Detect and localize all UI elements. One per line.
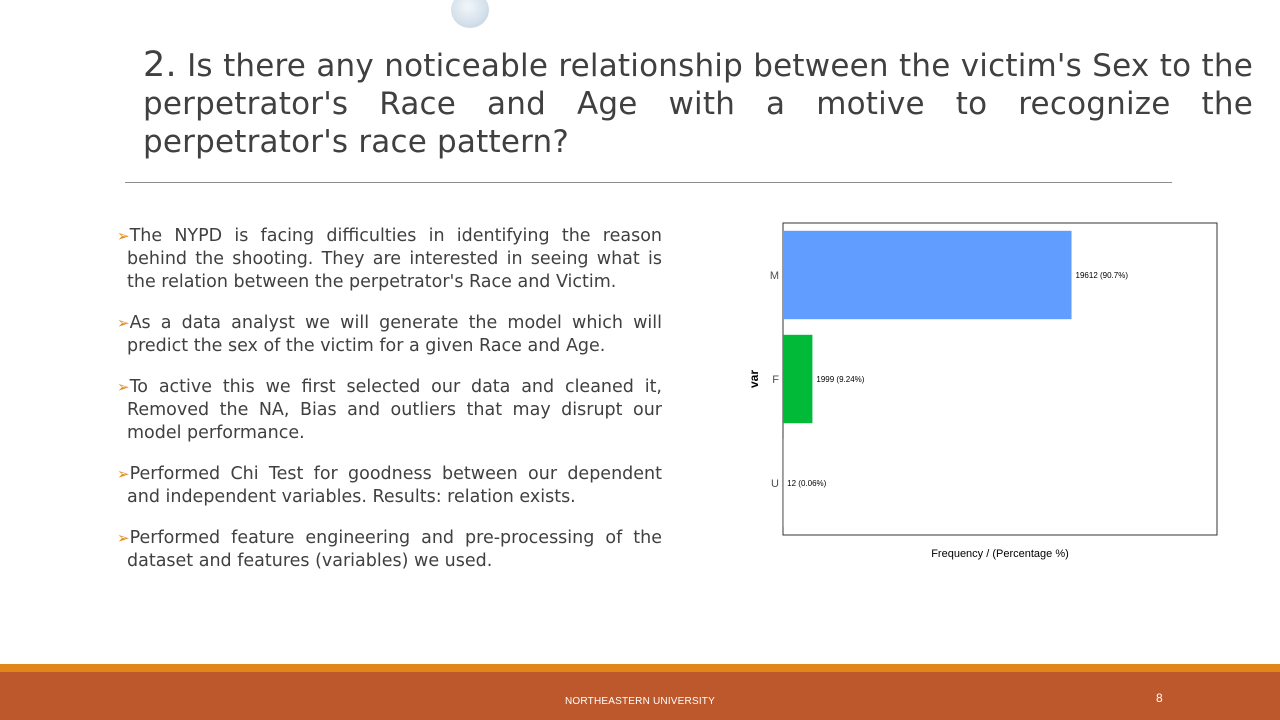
data-label-F: 1999 (9.24%) xyxy=(816,375,864,384)
bullet-item: ➢The NYPD is facing difficulties in iden… xyxy=(117,225,662,294)
footer-bar xyxy=(0,672,1280,720)
decorative-circle xyxy=(451,0,489,28)
y-axis-label: var xyxy=(747,370,761,388)
bullet-text: To active this we first selected our dat… xyxy=(127,377,662,443)
bullet-text: Performed feature engineering and pre-pr… xyxy=(127,528,662,571)
slide-title: 2. Is there any noticeable relationship … xyxy=(143,46,1253,161)
data-label-U: 12 (0.06%) xyxy=(787,479,826,488)
footer-accent-stripe xyxy=(0,664,1280,672)
arrow-bullet-icon: ➢ xyxy=(117,227,130,245)
bullet-item: ➢Performed feature engineering and pre-p… xyxy=(117,527,662,573)
victim-sex-bar-chart: M 19612 (90.7%) F 1999 (9.24%) U 12 (0.06%) v… xyxy=(740,215,1240,570)
y-tick-label-U: U xyxy=(771,478,779,490)
arrow-bullet-icon: ➢ xyxy=(117,314,130,332)
page-number: 8 xyxy=(1156,691,1163,705)
bullet-item: ➢Performed Chi Test for goodness between… xyxy=(117,463,662,509)
y-tick-label-M: M xyxy=(770,270,779,282)
bar-M xyxy=(783,230,1072,320)
footer-university-name: NORTHEASTERN UNIVERSITY xyxy=(565,696,715,707)
chart-svg: M 19612 (90.7%) F 1999 (9.24%) U 12 (0.06%) v… xyxy=(747,222,1218,560)
title-divider xyxy=(125,182,1172,183)
bullet-list: ➢The NYPD is facing difficulties in iden… xyxy=(117,225,662,591)
bullet-text: As a data analyst we will generate the m… xyxy=(127,313,662,356)
data-label-M: 19612 (90.7%) xyxy=(1076,271,1129,280)
title-text: Is there any noticeable relationship bet… xyxy=(143,48,1253,160)
bullet-item: ➢To active this we first selected our da… xyxy=(117,376,662,445)
bullet-text: The NYPD is facing difficulties in ident… xyxy=(127,226,662,292)
arrow-bullet-icon: ➢ xyxy=(117,378,130,396)
arrow-bullet-icon: ➢ xyxy=(117,465,130,483)
y-tick-label-F: F xyxy=(772,374,779,386)
x-axis-label: Frequency / (Percentage %) xyxy=(931,548,1069,560)
bar-F xyxy=(783,334,813,424)
title-number: 2. xyxy=(143,45,177,85)
arrow-bullet-icon: ➢ xyxy=(117,529,130,547)
bullet-item: ➢As a data analyst we will generate the … xyxy=(117,312,662,358)
bullet-text: Performed Chi Test for goodness between … xyxy=(127,464,662,507)
